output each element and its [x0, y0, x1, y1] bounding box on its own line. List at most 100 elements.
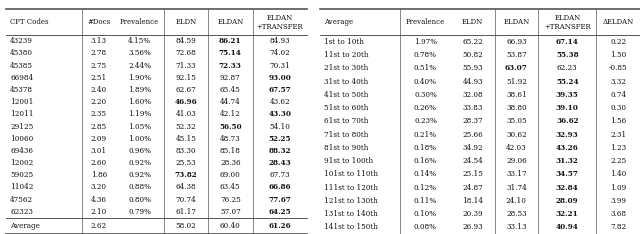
Text: 83.30: 83.30 — [175, 147, 196, 155]
Text: Average: Average — [10, 222, 40, 230]
Text: 93.00: 93.00 — [268, 74, 291, 82]
Text: 69.00: 69.00 — [220, 171, 241, 179]
Text: 85.18: 85.18 — [220, 147, 241, 155]
Text: 0.16%: 0.16% — [414, 157, 437, 165]
Text: 42.03: 42.03 — [506, 144, 527, 152]
Text: 84.93: 84.93 — [269, 37, 290, 45]
Text: 2.31: 2.31 — [610, 131, 627, 139]
Text: 1.40: 1.40 — [610, 170, 627, 178]
Text: 3.56%: 3.56% — [128, 49, 151, 58]
Text: 69436: 69436 — [10, 147, 33, 155]
Text: 51st to 60th: 51st to 60th — [324, 104, 368, 112]
Text: 20.39: 20.39 — [463, 210, 483, 218]
Text: 56.50: 56.50 — [219, 123, 242, 131]
Text: 45385: 45385 — [10, 62, 33, 70]
Text: 65.22: 65.22 — [462, 38, 483, 46]
Text: 0.74: 0.74 — [610, 91, 627, 99]
Text: 0.30%: 0.30% — [414, 91, 437, 99]
Text: 33.83: 33.83 — [463, 104, 483, 112]
Text: 53.87: 53.87 — [506, 51, 527, 59]
Text: 64.25: 64.25 — [269, 208, 291, 216]
Text: 0.11%: 0.11% — [414, 197, 437, 205]
Text: 29125: 29125 — [10, 123, 33, 131]
Text: 1.56: 1.56 — [610, 117, 627, 125]
Text: 2.85: 2.85 — [91, 123, 107, 131]
Text: 40.94: 40.94 — [556, 223, 579, 231]
Text: 59025: 59025 — [10, 171, 33, 179]
Text: 38.61: 38.61 — [506, 91, 527, 99]
Text: 1.60%: 1.60% — [128, 98, 151, 106]
Text: 63.45: 63.45 — [220, 183, 241, 191]
Text: 43239: 43239 — [10, 37, 33, 45]
Text: 51.92: 51.92 — [506, 78, 527, 86]
Text: 81st to 90th: 81st to 90th — [324, 144, 368, 152]
Text: 1.50: 1.50 — [610, 51, 627, 59]
Text: 1.89%: 1.89% — [128, 86, 151, 94]
Text: 62.23: 62.23 — [557, 64, 577, 72]
Text: 2.25: 2.25 — [610, 157, 627, 165]
Text: ELDN: ELDN — [175, 18, 196, 26]
Text: 0.23%: 0.23% — [414, 117, 437, 125]
Text: 2.10: 2.10 — [91, 208, 107, 216]
Text: 45378: 45378 — [10, 86, 33, 94]
Text: 91st to 100th: 91st to 100th — [324, 157, 373, 165]
Text: 0.80%: 0.80% — [128, 196, 151, 204]
Text: 0.10%: 0.10% — [414, 210, 437, 218]
Text: ELDAN: ELDAN — [503, 18, 529, 26]
Text: Prevalence: Prevalence — [120, 18, 159, 26]
Text: 101st to 110th: 101st to 110th — [324, 170, 378, 178]
Text: ELDAN
+TRANSFER: ELDAN +TRANSFER — [257, 14, 303, 31]
Text: 44.74: 44.74 — [220, 98, 241, 106]
Text: 35.05: 35.05 — [506, 117, 527, 125]
Text: 84.59: 84.59 — [175, 37, 196, 45]
Text: 39.35: 39.35 — [556, 91, 579, 99]
Text: 2.40: 2.40 — [91, 86, 107, 94]
Text: 34.92: 34.92 — [463, 144, 483, 152]
Text: 3.32: 3.32 — [611, 78, 626, 86]
Text: 75.14: 75.14 — [219, 49, 242, 58]
Text: 0.18%: 0.18% — [414, 144, 437, 152]
Text: 42.12: 42.12 — [220, 110, 241, 118]
Text: 34.57: 34.57 — [556, 170, 579, 178]
Text: 0.14%: 0.14% — [414, 170, 437, 178]
Text: 46.96: 46.96 — [175, 98, 197, 106]
Text: 0.79%: 0.79% — [128, 208, 151, 216]
Text: 0.88%: 0.88% — [128, 183, 151, 191]
Text: 32.93: 32.93 — [556, 131, 579, 139]
Text: 32.21: 32.21 — [556, 210, 579, 218]
Text: 36.62: 36.62 — [556, 117, 579, 125]
Text: 0.96%: 0.96% — [128, 147, 151, 155]
Text: 52.25: 52.25 — [269, 135, 291, 143]
Text: 2.35: 2.35 — [91, 110, 107, 118]
Text: 39.10: 39.10 — [556, 104, 579, 112]
Text: 4.36: 4.36 — [91, 196, 107, 204]
Text: 63.07: 63.07 — [505, 64, 528, 72]
Text: 2.20: 2.20 — [91, 98, 107, 106]
Text: 71st to 80th: 71st to 80th — [324, 131, 368, 139]
Text: 7.82: 7.82 — [610, 223, 627, 231]
Text: 1.00%: 1.00% — [128, 135, 151, 143]
Text: 62323: 62323 — [10, 208, 33, 216]
Text: 0.12%: 0.12% — [414, 184, 437, 192]
Text: 1.23: 1.23 — [610, 144, 627, 152]
Text: 72.68: 72.68 — [175, 49, 196, 58]
Text: 73.82: 73.82 — [175, 171, 197, 179]
Text: 11st to 20th: 11st to 20th — [324, 51, 369, 59]
Text: 38.80: 38.80 — [506, 104, 527, 112]
Text: 25.66: 25.66 — [462, 131, 483, 139]
Text: Average: Average — [324, 18, 353, 26]
Text: 30.62: 30.62 — [506, 131, 527, 139]
Text: 92.87: 92.87 — [220, 74, 241, 82]
Text: 47562: 47562 — [10, 196, 33, 204]
Text: ELDAN
+TRANSFER: ELDAN +TRANSFER — [544, 14, 591, 31]
Text: 55.24: 55.24 — [556, 78, 579, 86]
Text: 1.86: 1.86 — [91, 171, 107, 179]
Text: 25.15: 25.15 — [462, 170, 483, 178]
Text: 67.14: 67.14 — [556, 38, 579, 46]
Text: 33.13: 33.13 — [506, 223, 527, 231]
Text: 0.26%: 0.26% — [414, 104, 437, 112]
Text: 24.54: 24.54 — [462, 157, 483, 165]
Text: ΔELDAN: ΔELDAN — [602, 18, 634, 26]
Text: 31.74: 31.74 — [506, 184, 527, 192]
Text: 43.62: 43.62 — [269, 98, 290, 106]
